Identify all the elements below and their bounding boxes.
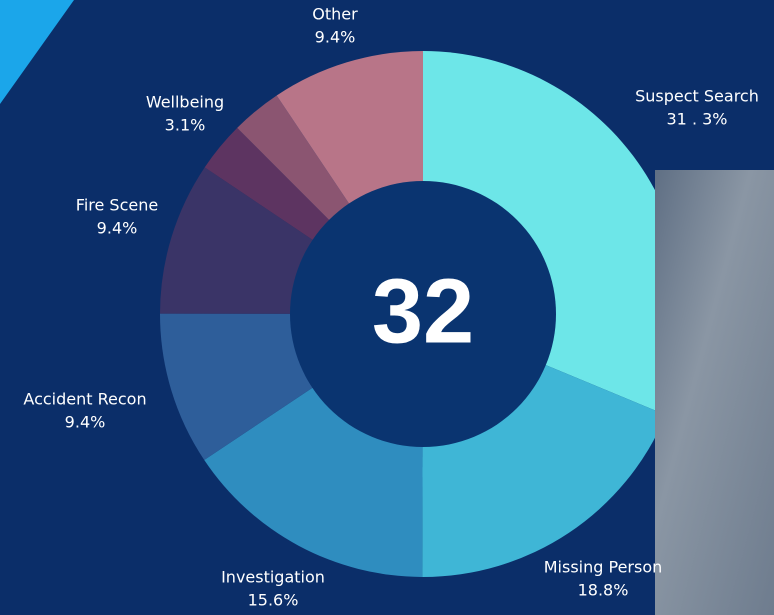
value-label: 15.6% [248,591,299,610]
slice-label: Wellbeing [146,93,224,112]
value-label: 18.8% [578,581,629,600]
center-label: 32 [372,260,474,362]
decor-stripe [0,0,74,104]
slice-label: Suspect Search [635,87,759,106]
photo [655,170,774,615]
value-label: 31 . 3% [667,110,728,129]
value-label: 9.4% [65,413,106,432]
donut-hole [290,181,556,447]
value-label: 3.1% [165,116,206,135]
slice-label: Fire Scene [76,196,158,215]
value-label: 9.4% [97,219,138,238]
slice-label: Missing Person [544,558,663,577]
slice-label: Other [312,5,358,24]
value-label: 9.4% [315,28,356,47]
slice-label: Investigation [221,568,325,587]
slice-label: Accident Recon [23,390,146,409]
